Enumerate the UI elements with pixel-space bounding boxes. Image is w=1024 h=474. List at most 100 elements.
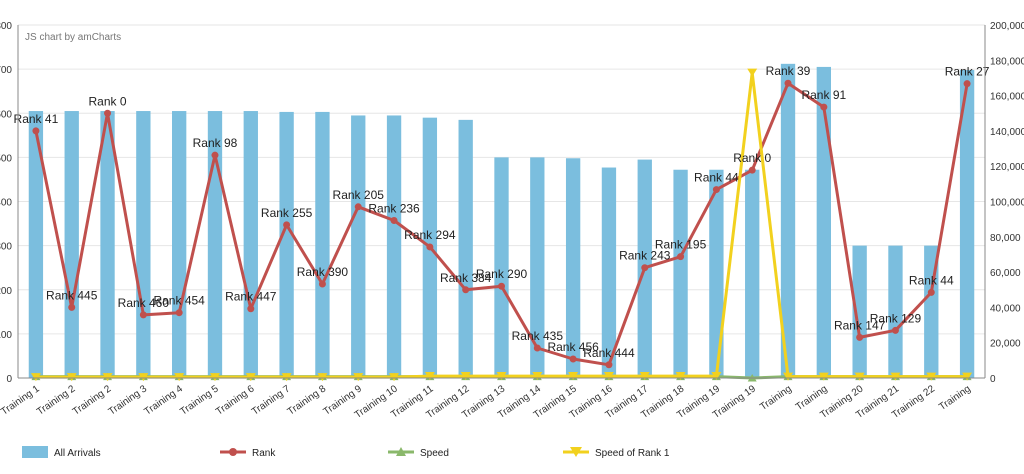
x-tick-label: Training [758,383,794,413]
right-tick-label: 60,000 [990,268,1021,279]
x-tick-label: Training 8 [286,383,329,418]
rank-point [856,333,864,341]
speed-rank-1-point [890,372,901,381]
x-tick-label: Training 4 [142,383,185,418]
x-tick-label: Training 2 [35,383,78,418]
speed-rank-1-point [353,373,364,382]
rank-data-label: Rank 27 [945,65,990,79]
rank-point [712,186,720,194]
rank-point [104,109,112,117]
speed-rank-1-point [603,372,614,381]
x-tick-label: Training 5 [178,383,221,418]
speed-rank-1-point [389,373,400,382]
rank-point [748,166,756,174]
speed-rank-1-point [496,372,507,381]
bar-all-arrivals [530,157,545,378]
rank-data-label: Rank 39 [766,64,811,78]
speed-rank-1-point [675,372,686,381]
legend-label: All Arrivals [54,448,101,459]
chart-credit[interactable]: JS chart by amCharts [25,32,121,43]
bar-all-arrivals [601,167,617,378]
rank-data-label: Rank 445 [46,288,98,302]
rank-point [927,288,935,296]
rank-point [175,309,183,317]
rank-data-label: Rank 435 [512,329,564,343]
rank-point [139,311,147,319]
bar-all-arrivals [780,63,796,379]
rank-data-label: Rank 444 [583,346,635,360]
speed-rank-1-point [639,372,650,381]
rank-data-label: Rank 129 [870,311,922,325]
rank-data-label: Rank 205 [333,188,385,202]
speed-rank-1-point [30,373,41,382]
speed-rank-1-point [174,373,185,382]
left-tick-label: 400 [0,198,12,209]
speed-rank-1-point [209,373,220,382]
speed-rank-1-point [926,372,937,381]
rank-data-label: Rank 460 [118,296,170,310]
bar-all-arrivals [565,158,581,378]
speed-rank-1-point [818,372,829,381]
rank-point [390,216,398,224]
rank-point [32,127,40,135]
bar-all-arrivals [458,119,473,379]
rank-point [283,221,291,229]
right-tick-label: 120,000 [990,162,1024,173]
rank-data-label: Rank 454 [153,294,205,308]
speed-rank-1-point [245,373,256,382]
right-tick-label: 160,000 [990,92,1024,103]
x-tick-label: Training 7 [250,383,293,418]
rank-data-label: Rank 0 [733,151,771,165]
rank-data-label: Rank 255 [261,206,313,220]
rank-point [569,355,577,363]
rank-point [784,79,792,87]
bar-all-arrivals [172,111,187,378]
x-tick-label: Training [937,383,973,413]
legend-marker-triangle-down [570,447,582,457]
bar-all-arrivals [673,169,688,378]
rank-point [211,151,219,159]
right-tick-label: 0 [990,374,996,385]
rank-data-label: Rank 91 [801,88,846,102]
rank-point [354,203,362,211]
rank-data-label: Rank 384 [440,271,492,285]
rank-data-label: Rank 44 [909,273,954,287]
right-tick-label: 40,000 [990,303,1021,314]
bar-all-arrivals [709,169,724,378]
rank-point [641,264,649,272]
bar-all-arrivals [28,111,44,378]
left-tick-label: 300 [0,242,12,253]
rank-point [677,253,685,261]
right-tick-label: 180,000 [990,56,1024,67]
bar-all-arrivals [243,111,258,378]
speed-rank-1-point [568,372,579,381]
right-tick-label: 100,000 [990,198,1024,209]
bar-all-arrivals [279,111,294,379]
right-tick-label: 20,000 [990,339,1021,350]
rank-data-label: Rank 98 [193,136,238,150]
x-tick-label: Training 1 [0,383,42,418]
axes-layer: 0 100 200 300 400 500 600 700 800 0 20,000 40,000 60… [0,21,1024,421]
right-tick-label: 80,000 [990,233,1021,244]
rank-point [533,344,541,352]
rank-data-label: Rank 41 [14,112,59,126]
rank-data-label: Rank 456 [547,340,599,354]
rank-data-label: Rank 236 [368,201,420,215]
rank-data-label: Rank 290 [476,267,528,281]
rank-point [68,303,76,311]
rank-data-label: Rank 294 [404,228,456,242]
left-tick-label: 500 [0,153,12,164]
left-tick-label: 100 [0,330,12,341]
bar-all-arrivals [494,157,509,378]
bar-all-arrivals [386,115,402,379]
rank-point [318,280,326,288]
x-tick-label: Training 2 [71,383,114,418]
rank-point [891,326,899,334]
rank-data-label: Rank 390 [297,265,349,279]
lines-layer [30,68,973,382]
rank-point [963,80,971,88]
speed-rank-1-point [783,372,794,381]
legend-swatch-all-arrivals [22,446,48,458]
